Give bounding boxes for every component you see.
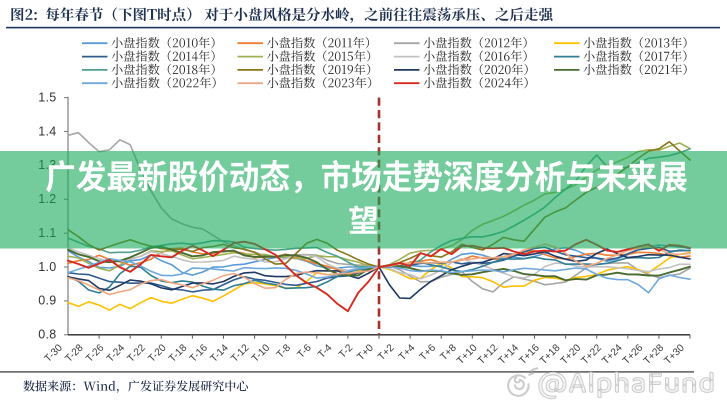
svg-text:1.4: 1.4 — [38, 124, 56, 138]
svg-text:1.0: 1.0 — [38, 260, 56, 274]
svg-text:1.5: 1.5 — [38, 90, 56, 104]
svg-text:0.9: 0.9 — [38, 294, 56, 308]
svg-text:0.8: 0.8 — [38, 328, 56, 342]
